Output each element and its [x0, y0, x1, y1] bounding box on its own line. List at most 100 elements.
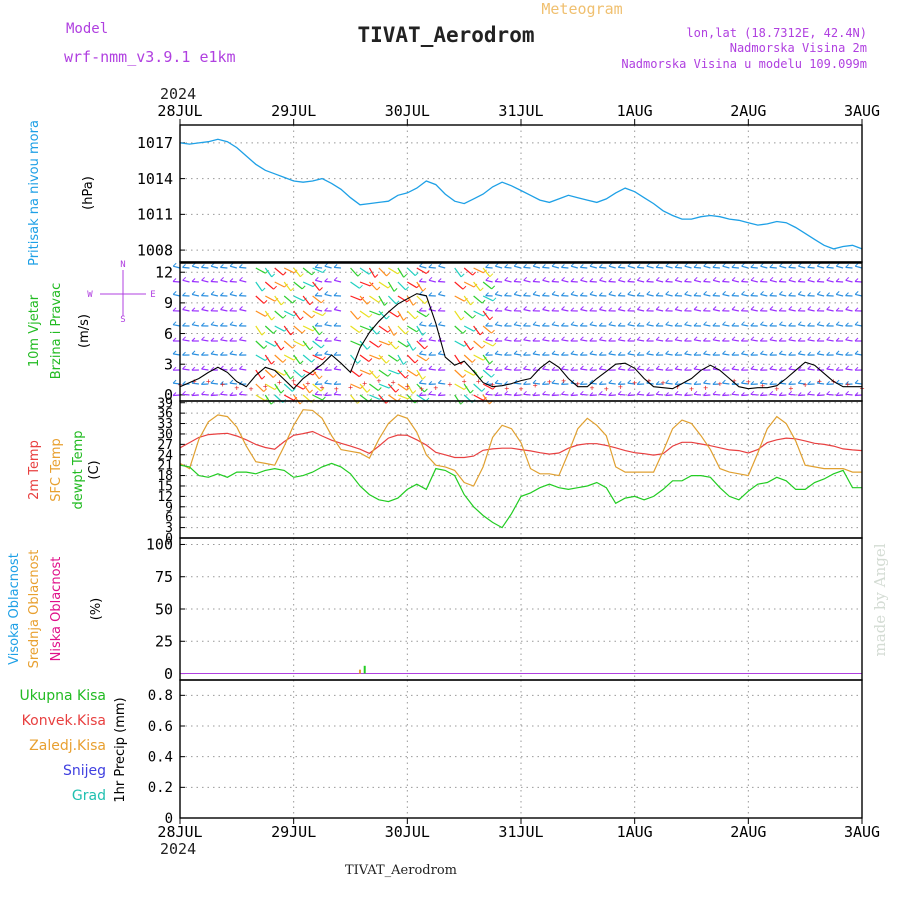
wind-barb-flag [731, 336, 736, 341]
wind-barb-flag [479, 375, 484, 380]
wind-barb-flag [665, 278, 669, 282]
wind-barb [324, 394, 332, 397]
wind-barb [712, 308, 721, 312]
wind-barb-flag [579, 264, 584, 268]
wind-barb [302, 281, 314, 288]
wind-barb [283, 267, 295, 274]
wind-barb-flag [750, 264, 755, 268]
wind-barb-flag [437, 379, 442, 384]
wind-barb [589, 324, 597, 327]
wind-barb [302, 340, 311, 351]
wind-barb [618, 368, 626, 371]
top-day-label: 29JUL [271, 102, 316, 120]
wind-barb-flag [320, 299, 325, 304]
wind-barb-flag [462, 285, 467, 290]
wind-gust-marker: + [249, 385, 254, 394]
wind-barb-flag [366, 389, 371, 393]
wind-barb [798, 265, 806, 269]
wind-barb [388, 267, 399, 275]
wind-barb-flag [523, 390, 527, 395]
wind-barb [255, 281, 263, 292]
wind-barb-flag [589, 379, 594, 384]
wind-barb-flag [826, 351, 830, 356]
wind-gust-marker: + [277, 378, 282, 387]
wind-barb [239, 339, 247, 342]
wind-barb [283, 354, 295, 361]
wind-barb [722, 280, 730, 283]
wind-barb-flag [229, 307, 234, 312]
wind-barb-flag [418, 379, 423, 384]
wind-gust-marker: + [519, 384, 524, 393]
wind-gust-marker: + [348, 383, 353, 392]
wind-barb [750, 393, 758, 396]
wind-barb-flag [182, 276, 187, 281]
wind-barb-flag [712, 390, 717, 395]
wind-barb [283, 394, 295, 401]
precip-frame [179, 679, 863, 819]
precip-legend-5: Grad [72, 788, 106, 804]
wind-barb [817, 293, 825, 297]
wind-barb-flag [722, 278, 726, 282]
wind-barb [368, 267, 376, 278]
wind-barb-flag [542, 276, 546, 281]
wind-barb [798, 280, 806, 283]
wind-barb [324, 265, 332, 269]
wind-barb-flag [513, 366, 518, 371]
wind-barb [570, 293, 578, 297]
wind-ytick-label: 3 [164, 355, 173, 373]
wind-barb [397, 281, 407, 291]
wind-barb [504, 308, 512, 312]
wind-barb-flag [460, 400, 465, 405]
wind-barb [523, 279, 531, 283]
wind-barb [760, 293, 768, 297]
wind-barb [334, 266, 342, 269]
wind-barb-flag [693, 365, 698, 370]
wind-barb [255, 325, 263, 336]
wind-barb-flag [210, 379, 215, 384]
wind-barb-flag [270, 400, 275, 405]
wind-barb [454, 325, 464, 334]
wind-barb [722, 265, 730, 269]
wind-barb-flag [314, 336, 319, 341]
wind-barb [312, 383, 322, 392]
wind-barb-flag [807, 351, 811, 356]
wind-barb-flag [617, 336, 622, 341]
wind-barb [542, 368, 550, 371]
wind-barb [646, 394, 654, 397]
wind-barb [703, 280, 711, 283]
wind-barb-flag [386, 272, 390, 277]
wind-barb [769, 393, 777, 396]
wind-barb-flag [542, 381, 546, 385]
wind-barb [293, 310, 301, 321]
wind-barb-flag [542, 336, 546, 341]
wind-barb [684, 353, 692, 356]
wind-barb-flag [491, 329, 495, 334]
wind-barb-flag [703, 392, 707, 396]
wind-barb [495, 353, 503, 356]
wind-barb-flag [759, 337, 764, 342]
wind-barb-flag [854, 337, 859, 342]
wind-barb [350, 340, 361, 346]
wind-barb [473, 383, 483, 392]
wind-barb-flag [324, 379, 328, 384]
wind-barb-flag [636, 264, 641, 268]
wind-ytick-label: 12 [155, 263, 173, 281]
wind-barb-flag [693, 322, 698, 327]
wind-barb-flag [414, 272, 419, 276]
wind-barb-flag [570, 366, 575, 371]
wind-barb [388, 369, 399, 375]
wind-barb-flag [674, 351, 679, 356]
wind-barb-flag [261, 375, 266, 380]
wind-barb [618, 279, 626, 283]
wind-barb [807, 339, 815, 342]
wind-barb-flag [599, 306, 603, 310]
wind-barb [731, 266, 739, 269]
wind-gust-marker: + [220, 380, 225, 389]
wind-barb-flag [561, 264, 565, 268]
wind-barb-flag [617, 365, 622, 370]
wind-barb-flag [655, 381, 660, 385]
wind-barb-flag [589, 321, 594, 326]
wind-barb [482, 295, 494, 302]
wind-barb [750, 339, 758, 342]
wind-barb [388, 354, 398, 362]
